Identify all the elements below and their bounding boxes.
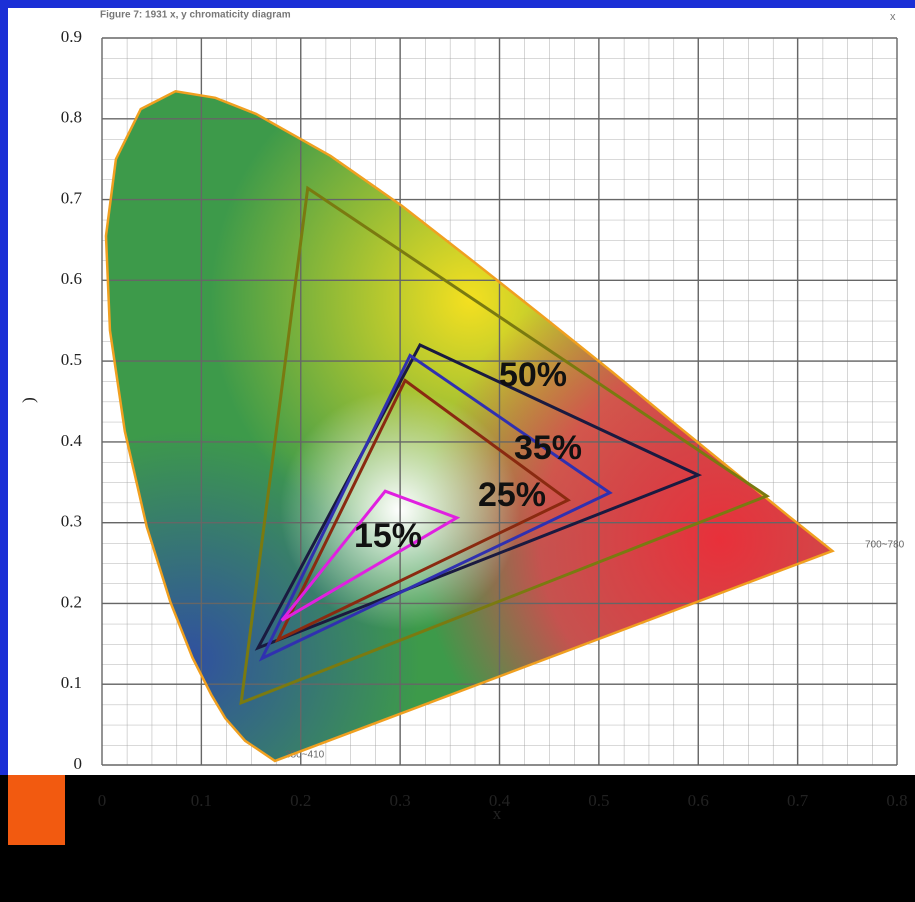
x-axis-label: x <box>493 804 502 823</box>
y-tick-label: 0.3 <box>61 512 82 531</box>
y-tick-label: 0.4 <box>61 431 83 450</box>
x-tick-label: 0 <box>98 791 107 810</box>
y-tick-label: 0.2 <box>61 592 82 611</box>
x-tick-label: 0.1 <box>191 791 212 810</box>
y-tick-label: 0.9 <box>61 27 82 46</box>
x-tick-label: 0.5 <box>588 791 609 810</box>
footer-accent <box>8 775 65 845</box>
x-tick-label: 0.7 <box>787 791 809 810</box>
y-tick-label: 0.8 <box>61 108 82 127</box>
y-tick-label: 0.1 <box>61 673 82 692</box>
series-label: 35% <box>514 429 582 467</box>
wavelength-label: 380~410 <box>285 750 325 761</box>
x-tick-label: 0.2 <box>290 791 311 810</box>
y-tick-label: 0.6 <box>61 269 82 288</box>
y-tick-label: 0 <box>74 754 83 773</box>
gamut-triangle <box>258 353 613 662</box>
y-tick-label: 0.7 <box>61 188 83 207</box>
series-label: 50% <box>499 356 567 394</box>
x-tick-label: 0.8 <box>886 791 907 810</box>
footer-bar <box>0 775 915 902</box>
y-axis-label: ) <box>19 397 38 403</box>
chart-title: Figure 7: 1931 x, y chromaticity diagram <box>100 10 291 21</box>
close-button[interactable]: x <box>890 11 896 23</box>
gamut-triangle <box>239 185 771 706</box>
x-tick-label: 0.6 <box>688 791 709 810</box>
wavelength-label: 700~780 <box>865 540 905 551</box>
gamut-triangle <box>274 378 571 644</box>
y-tick-label: 0.5 <box>61 350 82 369</box>
series-label: 25% <box>478 476 546 514</box>
spectral-locus <box>104 90 835 763</box>
gamut-triangle <box>280 489 461 622</box>
gamut-triangle <box>254 342 703 651</box>
x-tick-label: 0.4 <box>489 791 511 810</box>
x-tick-label: 0.3 <box>390 791 411 810</box>
series-label: 15% <box>354 517 422 555</box>
